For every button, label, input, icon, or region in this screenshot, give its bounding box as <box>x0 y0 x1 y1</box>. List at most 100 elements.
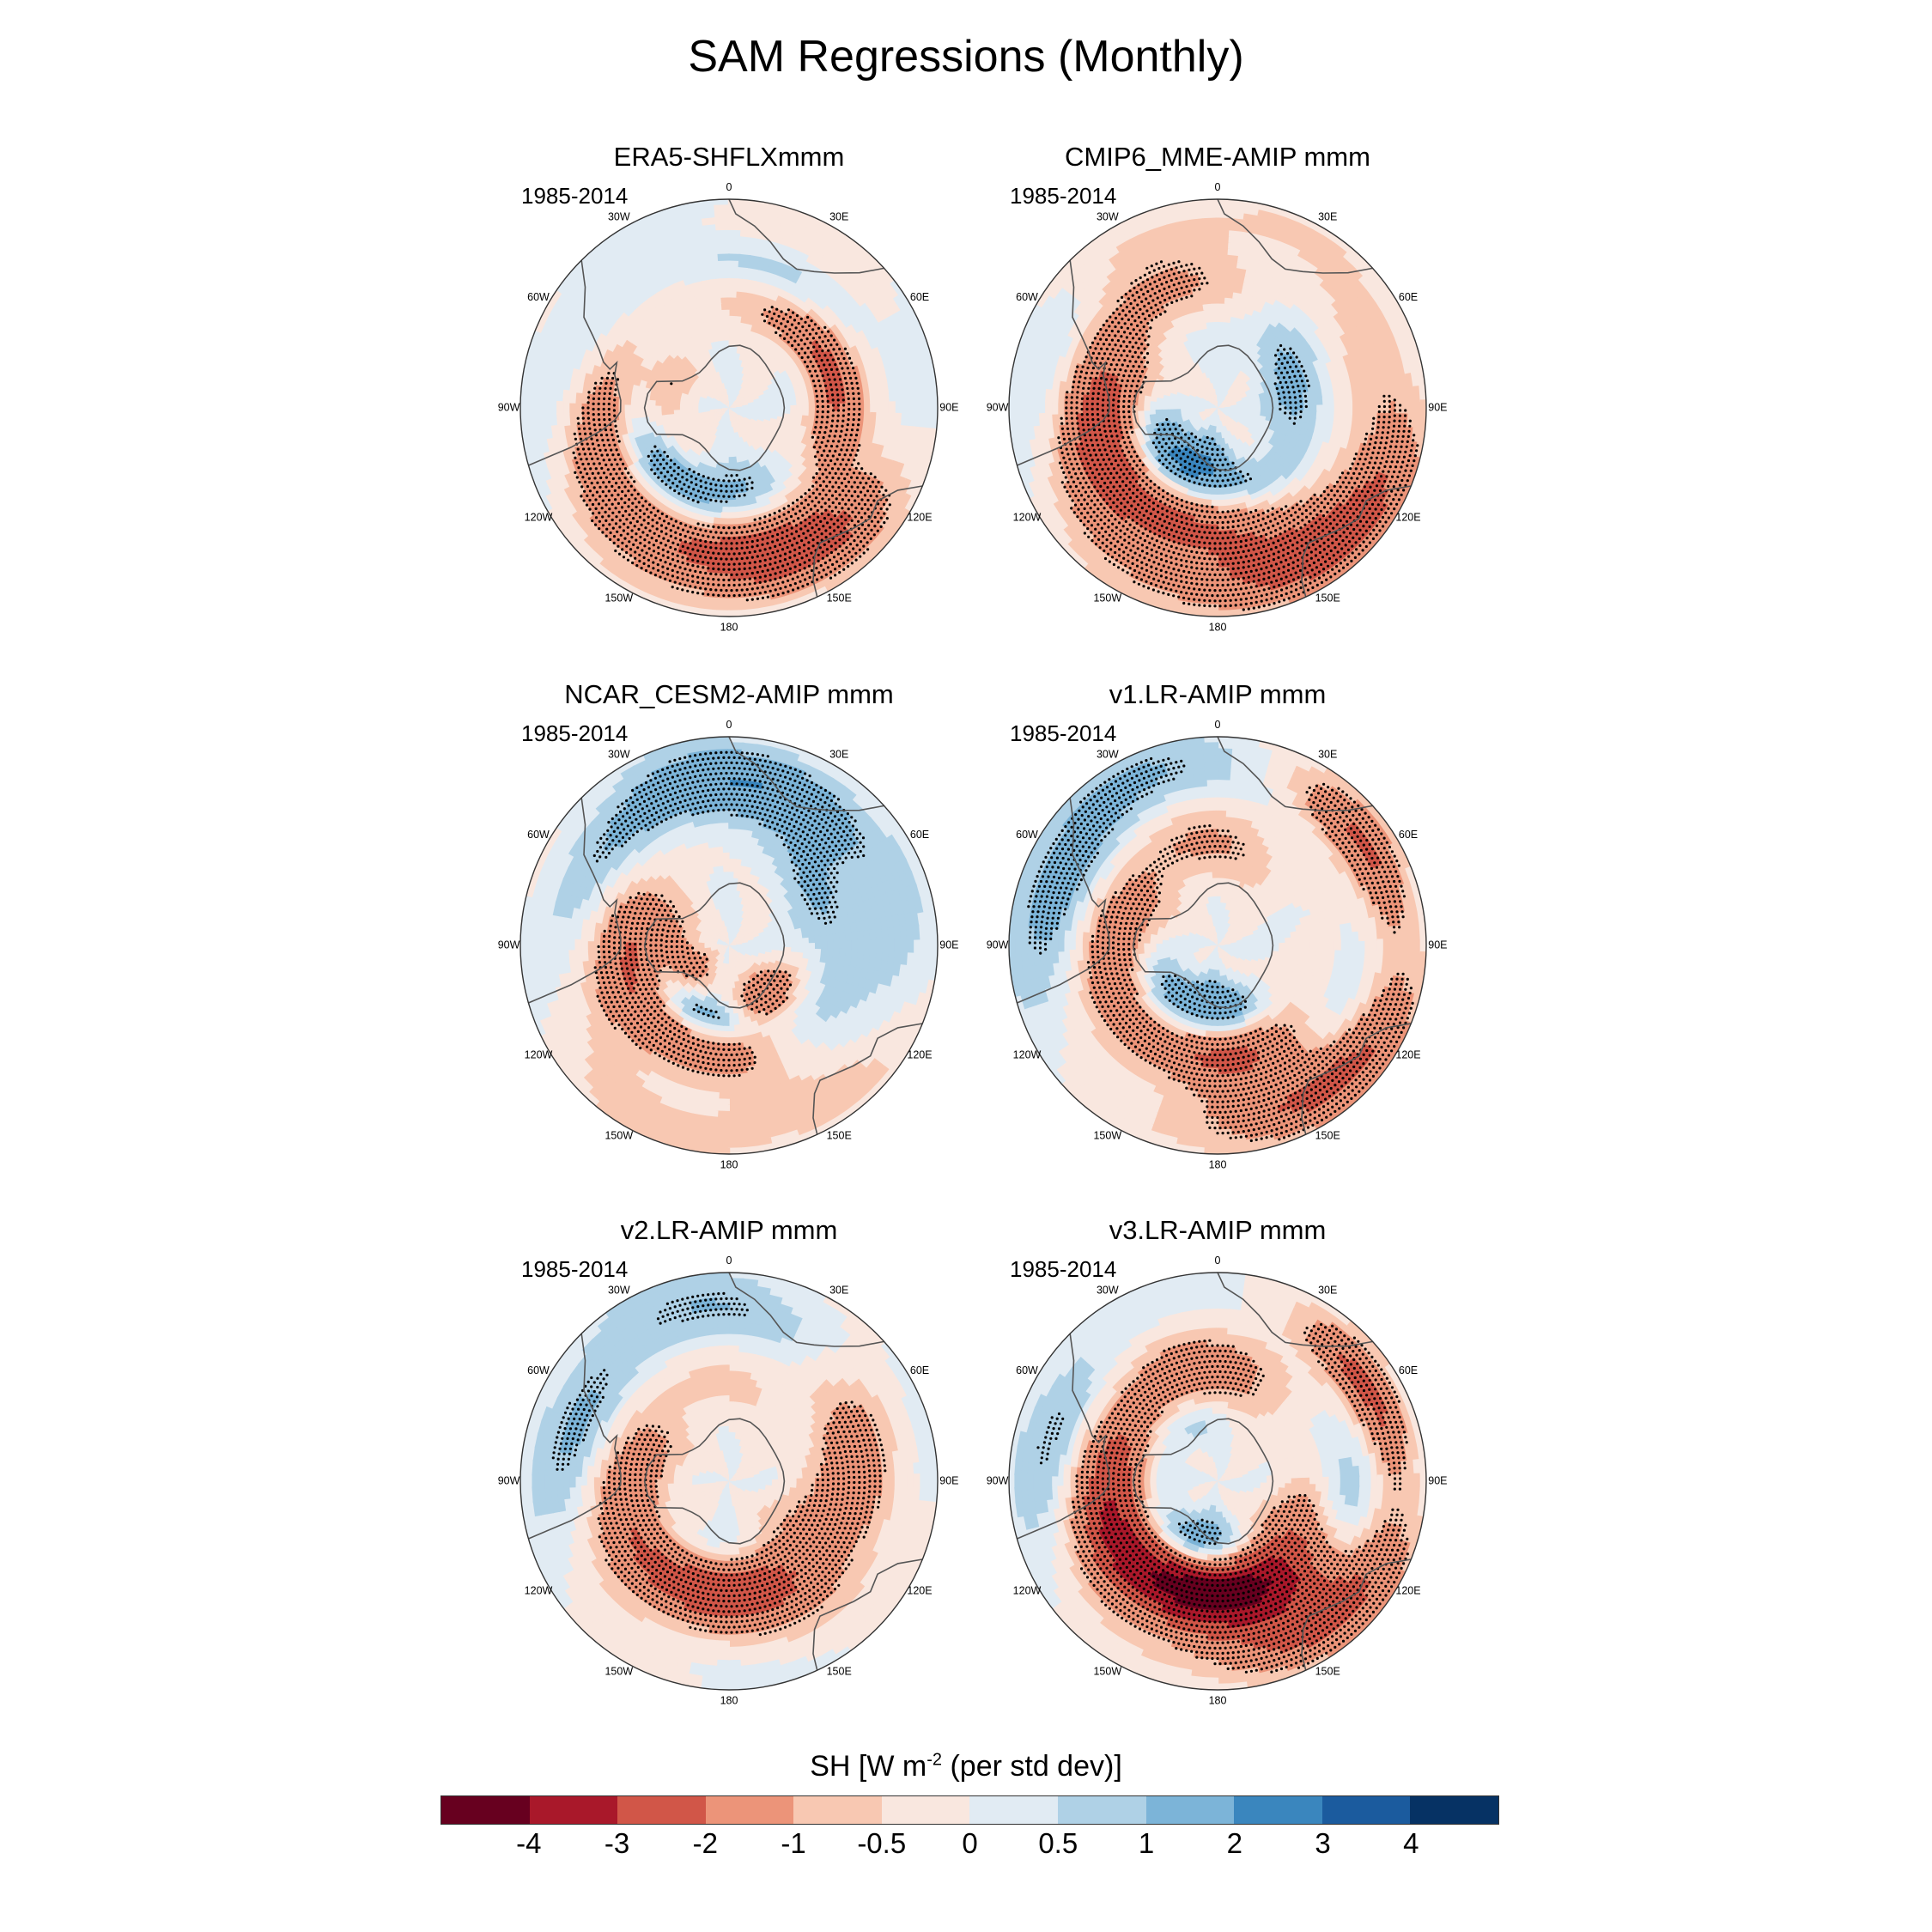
significance-dot <box>824 508 828 512</box>
significance-dot <box>813 531 817 534</box>
significance-dot <box>821 404 824 409</box>
significance-dot <box>599 381 603 385</box>
field-cell <box>664 460 674 471</box>
significance-dot <box>816 416 819 419</box>
significance-dot <box>699 586 702 590</box>
significance-dot <box>641 549 644 552</box>
field-cell <box>743 392 750 398</box>
significance-dot <box>743 494 746 497</box>
significance-dot <box>704 540 708 544</box>
field-cell <box>579 359 590 374</box>
field-cell <box>623 410 632 420</box>
field-cell <box>868 293 884 309</box>
field-cell <box>718 398 725 404</box>
significance-dot <box>748 567 751 570</box>
field-cell <box>822 250 839 264</box>
significance-dot <box>840 515 843 519</box>
significance-dot <box>843 554 847 557</box>
significance-dot <box>815 471 818 476</box>
field-cell <box>740 223 756 232</box>
field-cell <box>754 422 762 429</box>
significance-dot <box>766 568 769 572</box>
significance-dot <box>610 428 613 432</box>
significance-dot <box>864 471 867 475</box>
significance-dot <box>811 380 815 383</box>
significance-dot <box>579 471 582 474</box>
significance-dot <box>792 311 795 314</box>
significance-dot <box>761 526 764 531</box>
significance-dot <box>821 410 824 414</box>
field-cell <box>1233 395 1241 400</box>
field-cell <box>1094 386 1103 397</box>
significance-dot <box>750 486 754 489</box>
significance-dot <box>820 575 823 579</box>
field-cell <box>863 411 872 424</box>
significance-dot <box>808 495 811 499</box>
field-cell <box>1340 393 1347 404</box>
significance-dot <box>589 467 592 471</box>
significance-dot <box>847 397 850 400</box>
field-cell <box>721 408 729 410</box>
field-cell <box>1336 356 1347 369</box>
significance-dot <box>799 580 802 583</box>
significance-dot <box>793 319 797 322</box>
field-cell <box>624 417 633 427</box>
field-cell <box>586 548 604 565</box>
field-cell <box>686 394 695 399</box>
significance-dot <box>743 536 746 539</box>
field-cell <box>1120 423 1129 433</box>
field-cell <box>1193 377 1200 385</box>
field-cell <box>881 499 896 516</box>
field-cell <box>705 297 715 307</box>
significance-dot <box>766 585 769 588</box>
significance-dot <box>833 434 836 438</box>
significance-dot <box>691 532 695 535</box>
field-cell <box>699 416 708 422</box>
significance-dot <box>683 524 688 527</box>
significance-dot <box>602 443 606 447</box>
field-cell <box>1170 388 1178 395</box>
significance-dot <box>788 539 792 543</box>
significance-dot <box>702 475 705 478</box>
significance-dot <box>699 555 702 558</box>
field-cell <box>699 382 707 390</box>
field-cell <box>1184 386 1193 393</box>
significance-dot <box>805 337 809 341</box>
significance-dot <box>768 519 772 522</box>
field-cell <box>1240 382 1248 390</box>
field-cell <box>1224 296 1234 305</box>
field-cell <box>718 411 725 416</box>
significance-dot <box>839 361 842 365</box>
field-cell <box>1205 409 1212 412</box>
field-cell <box>871 454 882 469</box>
field-cell <box>750 428 757 435</box>
field-cell <box>673 412 681 418</box>
significance-dot <box>608 418 611 422</box>
field-cell <box>762 421 770 428</box>
significance-dot <box>720 489 723 493</box>
significance-dot <box>826 410 829 414</box>
field-cell <box>848 356 859 369</box>
significance-dot <box>811 500 814 503</box>
field-cell <box>744 432 751 440</box>
significance-dot <box>622 556 626 559</box>
field-cell <box>724 469 730 477</box>
field-cell <box>874 527 890 545</box>
significance-dot <box>831 404 835 407</box>
field-cell <box>729 408 732 415</box>
field-cell <box>740 403 749 406</box>
field-cell <box>703 410 712 415</box>
significance-dot <box>612 404 616 407</box>
significance-dot <box>707 562 710 565</box>
field-cell <box>572 542 590 560</box>
significance-dot <box>712 593 715 597</box>
field-cell <box>729 408 734 414</box>
significance-dot <box>809 533 812 537</box>
significance-dot <box>774 577 777 580</box>
significance-dot <box>712 494 715 497</box>
field-cell <box>1224 417 1230 425</box>
field-cell <box>729 408 732 415</box>
significance-dot <box>869 472 872 476</box>
significance-dot <box>597 402 600 405</box>
significance-dot <box>858 471 861 475</box>
